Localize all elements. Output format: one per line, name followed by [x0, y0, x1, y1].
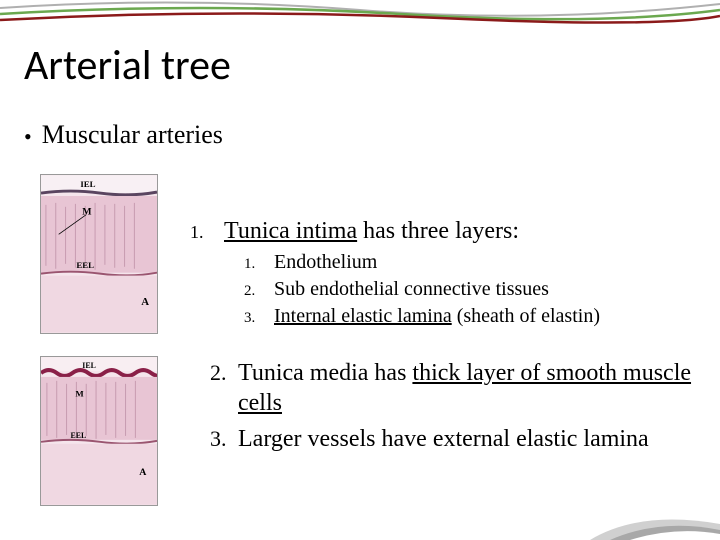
corner-flourish-decoration: [580, 480, 720, 540]
sub-item-3: 3. Internal elastic lamina (sheath of el…: [244, 305, 710, 328]
sub-item-1: 1. Endothelium: [244, 251, 710, 274]
num-3: 3.: [210, 425, 238, 453]
histology-illustration-2: IEL M EEL A: [41, 357, 157, 505]
item-2-text: Tunica media has thick layer of smooth m…: [238, 358, 710, 418]
sub-text-3: Internal elastic lamina (sheath of elast…: [274, 305, 600, 328]
sub-text-2: Sub endothelial connective tissues: [274, 278, 549, 301]
histology-figure-top: IEL M EEL A: [40, 174, 158, 334]
sub-num-1: 1.: [244, 256, 274, 273]
svg-text:IEL: IEL: [80, 179, 95, 189]
content-area: 1. Tunica intima has three layers: 1. En…: [190, 218, 710, 460]
svg-text:EEL: EEL: [70, 431, 86, 440]
sub-item-2: 2. Sub endothelial connective tissues: [244, 278, 710, 301]
sub-num-2: 2.: [244, 283, 274, 300]
svg-text:EEL: EEL: [76, 260, 94, 270]
histology-figure-bottom: IEL M EEL A: [40, 356, 158, 506]
main-list-continued: 2. Tunica media has thick layer of smoot…: [190, 358, 710, 454]
heading-text: Muscular arteries: [42, 120, 223, 149]
num-2: 2.: [210, 359, 238, 387]
num-1: 1.: [190, 222, 224, 243]
item-1-text: Tunica intima has three layers:: [224, 218, 519, 245]
svg-text:IEL: IEL: [82, 361, 96, 370]
slide-title: Arterial tree: [24, 40, 231, 91]
bullet-marker: •: [24, 124, 32, 150]
sub-list: 1. Endothelium 2. Sub endothelial connec…: [190, 251, 710, 328]
main-list: 1. Tunica intima has three layers:: [190, 218, 710, 245]
histology-illustration-1: IEL M EEL A: [41, 175, 157, 333]
header-wave-decoration: [0, 0, 720, 40]
svg-text:A: A: [139, 467, 147, 478]
svg-text:A: A: [141, 296, 149, 308]
svg-text:M: M: [75, 389, 84, 399]
main-item-3: 3. Larger vessels have external elastic …: [210, 424, 710, 454]
sub-text-1: Endothelium: [274, 251, 377, 274]
bullet-heading: • Muscular arteries: [24, 120, 223, 150]
sub-num-3: 3.: [244, 310, 274, 327]
main-item-1: 1. Tunica intima has three layers:: [190, 218, 710, 245]
item-3-text: Larger vessels have external elastic lam…: [238, 424, 649, 454]
main-item-2: 2. Tunica media has thick layer of smoot…: [210, 358, 710, 418]
